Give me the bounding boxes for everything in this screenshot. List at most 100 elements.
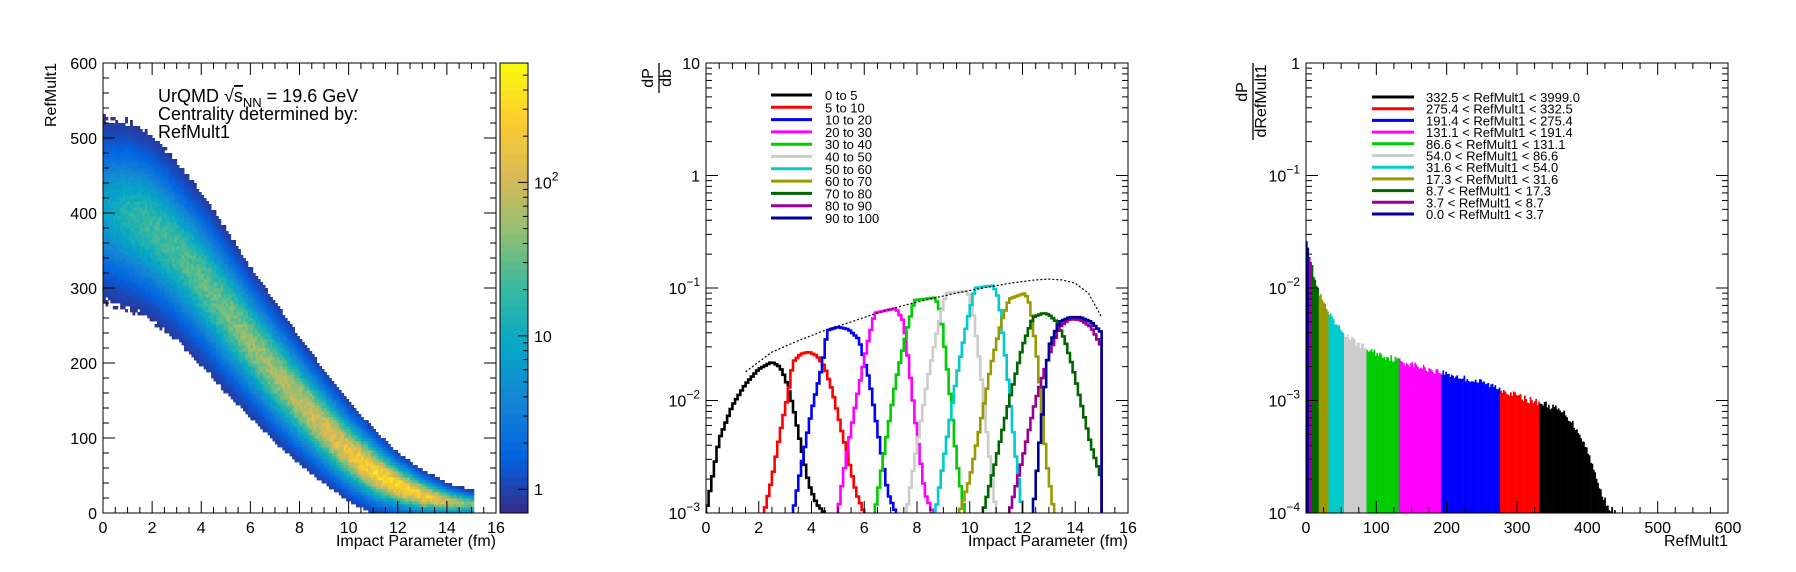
heatmap-cell [171,252,175,256]
heatmap-cell [206,354,210,358]
heatmap-cell [112,177,116,181]
heatmap-cell [279,321,283,325]
heatmap-cell [230,387,234,391]
heatmap-cell [225,300,229,304]
heatmap-cell [157,276,160,280]
heatmap-cell [203,318,207,322]
heatmap-cell [314,450,318,454]
heatmap-cell [243,264,246,268]
heatmap-cell [105,192,109,196]
heatmap-cell [191,207,195,211]
heatmap-cell [282,444,286,448]
heatmap-cell [314,474,318,478]
heatmap-cell [203,333,207,337]
heatmap-cell [270,345,273,349]
heatmap-cell [115,120,119,124]
heatmap-cell [257,396,261,400]
heatmap-cell [309,372,313,376]
heatmap-cell [247,390,251,394]
heatmap-cell [282,411,286,415]
heatmap-cell [255,324,259,328]
heatmap-cell [164,192,168,196]
heatmap-cell [157,294,160,298]
heatmap-cell [157,210,160,214]
heatmap-cell [213,318,217,322]
heatmap-cell [331,402,335,406]
heatmap-cell [137,249,141,253]
heatmap-cell [157,180,160,184]
heatmap-cell [245,372,249,376]
heatmap-cell [220,300,224,304]
heatmap-cell [289,384,293,388]
heatmap-cell [147,141,151,145]
heatmap-cell [309,411,313,415]
heatmap-cell [196,249,200,253]
heatmap-cell [282,438,286,442]
heatmap-cell [132,222,136,226]
heatmap-cell [228,246,232,250]
heatmap-cell [166,243,170,247]
heatmap-cell [130,303,133,307]
heatmap-cell [107,189,111,193]
heatmap-cell [215,309,219,313]
heatmap-cell [152,159,155,163]
heatmap-cell [198,210,202,214]
heatmap-cell [193,270,197,274]
heatmap-cell [240,345,244,349]
heatmap-cell [311,393,315,397]
heatmap-cell [230,327,234,331]
heatmap-cell [267,375,271,379]
heatmap-cell [179,282,182,286]
heatmap-cell [206,261,210,265]
heatmap-cell [213,273,217,277]
heatmap-cell [122,129,126,133]
heatmap-cell [203,339,207,343]
heatmap-cell [198,312,202,316]
heatmap-cell [112,222,116,226]
heatmap-cell [161,225,165,229]
heatmap-cell [270,330,273,334]
heatmap-cell [287,408,291,412]
heatmap-cell [255,408,259,412]
heatmap-cell [331,468,335,472]
heatmap-cell [294,363,298,367]
heatmap-cell [306,408,310,412]
heatmap-cell [125,237,128,241]
heatmap-cell [137,255,141,259]
heatmap-cell [208,330,212,334]
heatmap-cell [277,426,281,430]
heatmap-cell [142,138,146,142]
heatmap-cell [169,318,173,322]
heatmap-cell [299,363,303,367]
heatmap-cell [215,348,219,352]
heatmap-cell [152,147,155,151]
heatmap-cell [149,153,153,157]
heatmap-cell [166,171,170,175]
heatmap-cell [176,318,180,322]
heatmap-cell [161,276,165,280]
heatmap-cell [228,267,232,271]
heatmap-cell [117,225,121,229]
heatmap-cell [186,186,190,190]
heatmap-cell [191,345,195,349]
heatmap-cell [272,363,276,367]
heatmap-cell [130,150,133,154]
heatmap-cell [225,381,229,385]
heatmap-cell [112,132,116,136]
heatmap-cell [225,390,229,394]
heatmap-cell [184,330,187,334]
heatmap-cell [292,342,295,346]
heatmap-cell [213,213,217,217]
heatmap-cell [142,288,146,292]
heatmap-cell [161,288,165,292]
heatmap-cell [110,228,114,232]
heatmap-cell [132,153,136,157]
heatmap-cell [115,300,119,304]
heatmap-cell [144,234,148,238]
heatmap-cell [319,447,323,451]
heatmap-cell [176,333,180,337]
heatmap-cell [193,222,197,226]
heatmap-cell [179,177,182,181]
heatmap-cell [120,219,124,223]
heatmap-cell [201,237,205,241]
